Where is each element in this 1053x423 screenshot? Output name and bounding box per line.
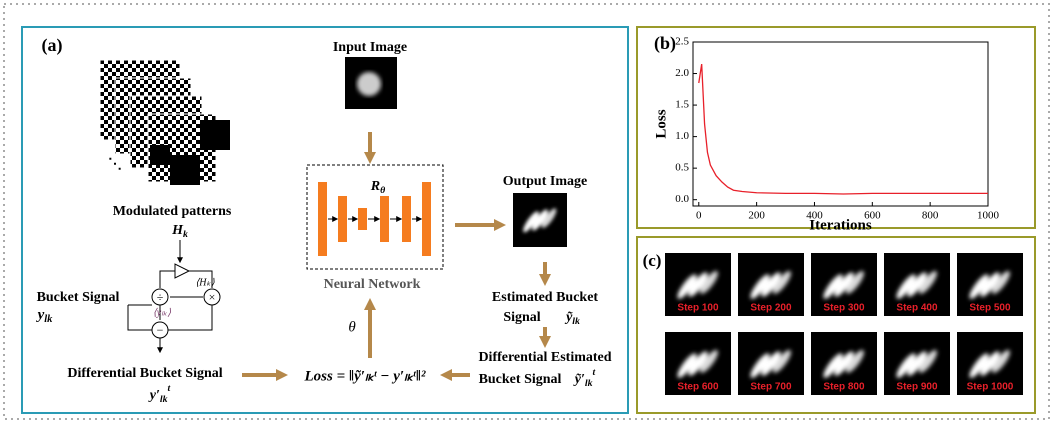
y-tick-label: 2.5 xyxy=(675,36,689,48)
step-label: Step 500 xyxy=(969,303,1011,314)
output-image xyxy=(513,193,567,247)
y-tick-label: 1.5 xyxy=(675,99,689,111)
operator-symbol: × xyxy=(209,290,216,304)
plot-frame xyxy=(693,42,988,206)
operator-symbol: ÷ xyxy=(157,290,164,304)
amplifier xyxy=(175,264,189,278)
label: Neural Network xyxy=(324,277,421,292)
panel-label: (c) xyxy=(643,251,662,270)
ellipsis: ⋱ xyxy=(108,157,122,172)
nn-layer xyxy=(380,196,389,242)
step-label: Step 900 xyxy=(896,382,938,393)
input-image xyxy=(345,57,397,109)
label: Signal xyxy=(503,310,540,325)
nn-layer xyxy=(318,182,327,256)
panel-b-border xyxy=(637,27,1035,228)
figure: (a) Input Image ⋱ Modulated patterns Hk ÷ × − ⟨H… xyxy=(0,0,1053,423)
step-label: Step 800 xyxy=(823,382,865,393)
x-tick-label: 200 xyxy=(748,210,765,222)
step-label: Step 400 xyxy=(896,303,938,314)
math-base: R xyxy=(370,179,380,194)
operator-symbol: − xyxy=(157,323,164,337)
nn-layer xyxy=(358,208,367,230)
nn-layer xyxy=(338,196,347,242)
math-base: ỹ′ xyxy=(573,372,585,387)
math: Rθ xyxy=(370,179,385,196)
math-sup: t xyxy=(168,383,171,394)
y-tick-label: 0.5 xyxy=(675,162,689,174)
step-label: Step 700 xyxy=(750,382,792,393)
label: Differential Bucket Signal xyxy=(67,366,222,381)
step-label: Step 1000 xyxy=(967,382,1014,393)
theta: θ xyxy=(348,319,356,335)
math-small: ⟨Hₖ⟩ xyxy=(195,277,214,288)
math-base: y xyxy=(36,307,45,323)
math: y′lkt xyxy=(148,383,171,405)
loss-line xyxy=(699,64,988,194)
x-tick-label: 1000 xyxy=(977,210,1000,222)
y-tick-label: 2.0 xyxy=(675,67,689,79)
panel-label: (a) xyxy=(42,35,63,56)
math-sub: k xyxy=(183,229,188,240)
math: ỹlk xyxy=(564,310,580,327)
y-tick-label: 1.0 xyxy=(675,130,689,142)
y-axis-label: Loss xyxy=(653,109,669,138)
label: Input Image xyxy=(333,40,407,55)
nn-layer xyxy=(402,196,411,242)
pattern-block xyxy=(150,145,170,165)
x-tick-label: 800 xyxy=(922,210,939,222)
math: ylk xyxy=(36,307,54,325)
math-sub: lk xyxy=(160,394,168,405)
label: Bucket Signal xyxy=(479,372,562,387)
image-blob xyxy=(357,72,381,96)
label: Output Image xyxy=(503,174,587,189)
math: ỹ′lkt xyxy=(573,367,596,389)
panel-label: (b) xyxy=(654,33,676,54)
math-base: y′ xyxy=(148,388,160,403)
pattern-block xyxy=(200,120,230,150)
y-tick-label: 0.0 xyxy=(675,193,689,205)
label: Differential Estimated xyxy=(478,350,611,365)
label: Modulated patterns xyxy=(113,204,232,219)
step-label: Step 200 xyxy=(750,303,792,314)
x-tick-label: 0 xyxy=(696,210,702,222)
x-axis-label: Iterations xyxy=(809,217,872,233)
math-sub: lk xyxy=(44,314,53,325)
step-label: Step 100 xyxy=(677,303,719,314)
step-label: Step 300 xyxy=(823,303,865,314)
label: Estimated Bucket xyxy=(492,290,599,305)
math-sub: lk xyxy=(572,316,580,327)
math-small: ⟨yₗₖ⟩ xyxy=(153,307,171,318)
pattern-block xyxy=(170,155,200,185)
math-sub: lk xyxy=(585,378,593,389)
math-sub: θ xyxy=(380,185,385,196)
label: Bucket Signal xyxy=(37,290,120,305)
step-label: Step 600 xyxy=(677,382,719,393)
loss-equation: Loss = ‖ỹ′ₗₖᵗ − y′ₗₖᵗ‖² xyxy=(304,368,426,384)
math: Hk xyxy=(171,223,188,240)
nn-layer xyxy=(422,182,431,256)
math-sup: t xyxy=(593,367,596,378)
